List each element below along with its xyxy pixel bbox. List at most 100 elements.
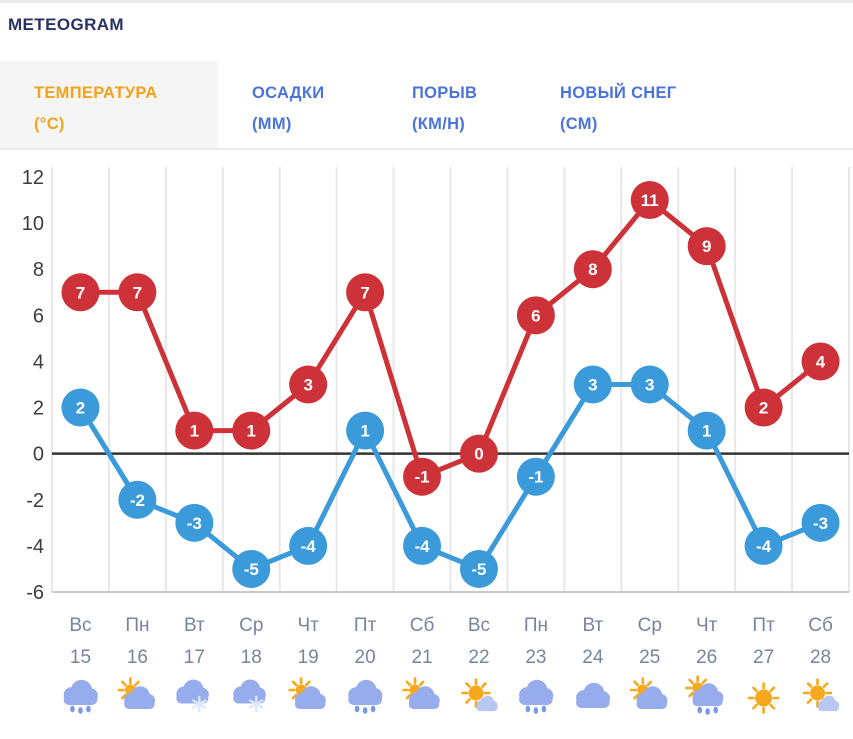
data-point-label: 2 [76, 399, 85, 418]
data-point-marker [630, 181, 669, 220]
y-tick-label: 10 [22, 213, 44, 235]
y-tick-label: 12 [22, 167, 44, 189]
data-point-marker [346, 411, 385, 450]
weather-partly-sunny-icon [402, 677, 440, 710]
data-point-label: 8 [588, 260, 597, 279]
day-label: Сб [410, 615, 435, 636]
tab-temperature-unit: (°C) [34, 115, 65, 133]
data-point-marker [573, 250, 612, 289]
tab-wind-gust[interactable]: ПОРЫВ (КМ/Н) [378, 61, 526, 148]
y-tick-label: -2 [26, 490, 44, 512]
data-point-marker [175, 411, 214, 450]
weather-partly-sunny-icon [629, 677, 668, 710]
data-point-marker [403, 526, 442, 565]
data-point-label: 9 [702, 237, 711, 256]
day-label: Чт [297, 615, 319, 636]
data-point-marker [459, 549, 498, 588]
y-tick-label: 2 [33, 398, 44, 420]
weather-partly-sunny-icon [117, 677, 156, 710]
data-point-marker [801, 503, 840, 542]
data-point-label: 7 [76, 283, 85, 302]
data-point-label: -3 [187, 514, 202, 533]
data-point-marker [744, 388, 783, 427]
tab-bar: ТЕМПЕРАТУРА (°C) ОСАДКИ (ММ) ПОРЫВ (КМ/Н… [0, 61, 853, 150]
y-tick-label: 4 [33, 351, 44, 373]
data-point-label: 11 [641, 191, 659, 210]
data-point-marker [744, 526, 783, 565]
data-point-marker [346, 273, 385, 312]
data-point-label: 3 [588, 376, 597, 395]
weather-snow-icon [233, 679, 266, 713]
data-point-label: -4 [414, 537, 430, 556]
date-label: 16 [127, 647, 148, 668]
date-label: 22 [468, 647, 489, 668]
date-label: 27 [753, 647, 774, 668]
data-point-label: 2 [759, 399, 768, 418]
date-label: 15 [70, 647, 91, 668]
data-point-marker [61, 388, 100, 427]
data-point-marker [687, 411, 726, 450]
tab-precipitation-label: ОСАДКИ [252, 84, 325, 102]
tab-temperature-label: ТЕМПЕРАТУРА [34, 84, 158, 102]
day-label: Вт [184, 615, 205, 636]
data-point-marker [801, 342, 840, 381]
date-label: 23 [525, 647, 546, 668]
data-point-label: 0 [474, 445, 483, 464]
y-tick-label: 0 [33, 444, 44, 466]
weather-sun-rain-icon [684, 675, 724, 715]
weather-mostly-sunny-icon [802, 678, 840, 712]
weather-mostly-sunny-icon [461, 678, 498, 712]
data-point-marker [232, 549, 271, 588]
date-label: 24 [582, 647, 604, 668]
y-tick-label: -4 [26, 536, 44, 558]
tab-new-snow[interactable]: НОВЫЙ СНЕГ (СМ) [526, 61, 766, 148]
date-label: 21 [411, 647, 432, 668]
date-label: 20 [355, 647, 376, 668]
data-point-label: 1 [702, 422, 711, 441]
data-point-label: 4 [816, 352, 826, 371]
data-point-marker [459, 434, 498, 473]
day-label: Чт [696, 615, 718, 636]
tab-wind-gust-unit: (КМ/Н) [412, 115, 466, 133]
data-point-label: -3 [813, 514, 828, 533]
date-label: 25 [639, 647, 660, 668]
data-point-marker [289, 365, 328, 404]
weather-snow-icon [176, 679, 209, 713]
day-label: Вс [69, 615, 91, 636]
date-label: 17 [184, 647, 205, 668]
day-label: Пт [354, 615, 377, 636]
data-point-marker [118, 273, 157, 312]
data-point-label: -4 [301, 537, 317, 556]
data-point-marker [516, 457, 555, 496]
tab-precipitation-unit: (ММ) [252, 115, 292, 133]
weather-cloudy-icon [576, 682, 611, 708]
weather-sunny-icon [747, 682, 780, 714]
data-point-label: -1 [414, 468, 429, 487]
data-point-label: 1 [247, 422, 256, 441]
date-label: 28 [810, 647, 831, 668]
data-point-marker [289, 526, 328, 565]
date-label: 26 [696, 647, 717, 668]
day-label: Пн [125, 615, 149, 636]
data-point-label: 1 [360, 422, 369, 441]
data-point-marker [516, 296, 555, 335]
day-label: Вс [468, 615, 490, 636]
weather-partly-sunny-icon [288, 677, 326, 710]
data-point-marker [61, 273, 100, 312]
data-point-label: 3 [303, 376, 312, 395]
weather-rain-icon [519, 679, 554, 714]
data-point-marker [118, 480, 157, 519]
chart-area: 12 10 8 6 4 2 0 -2 -4 -6 2 -2 -3 -5 -4 1 -4 -5 -1 3 3 1 -4 -3 7 7… [0, 163, 853, 739]
day-label: Вт [582, 615, 603, 636]
data-point-label: -4 [756, 537, 772, 556]
tab-temperature[interactable]: ТЕМПЕРАТУРА (°C) [0, 61, 218, 148]
data-point-label: 1 [190, 422, 199, 441]
series-min-temperature: 2 -2 -3 -5 -4 1 -4 -5 -1 3 3 1 -4 -3 [61, 365, 840, 588]
y-tick-label: 8 [33, 259, 44, 281]
data-point-marker [630, 365, 669, 404]
data-point-marker [175, 503, 214, 542]
day-label: Ср [638, 615, 662, 636]
day-label: Сб [808, 615, 833, 636]
tab-precipitation[interactable]: ОСАДКИ (ММ) [218, 61, 378, 148]
